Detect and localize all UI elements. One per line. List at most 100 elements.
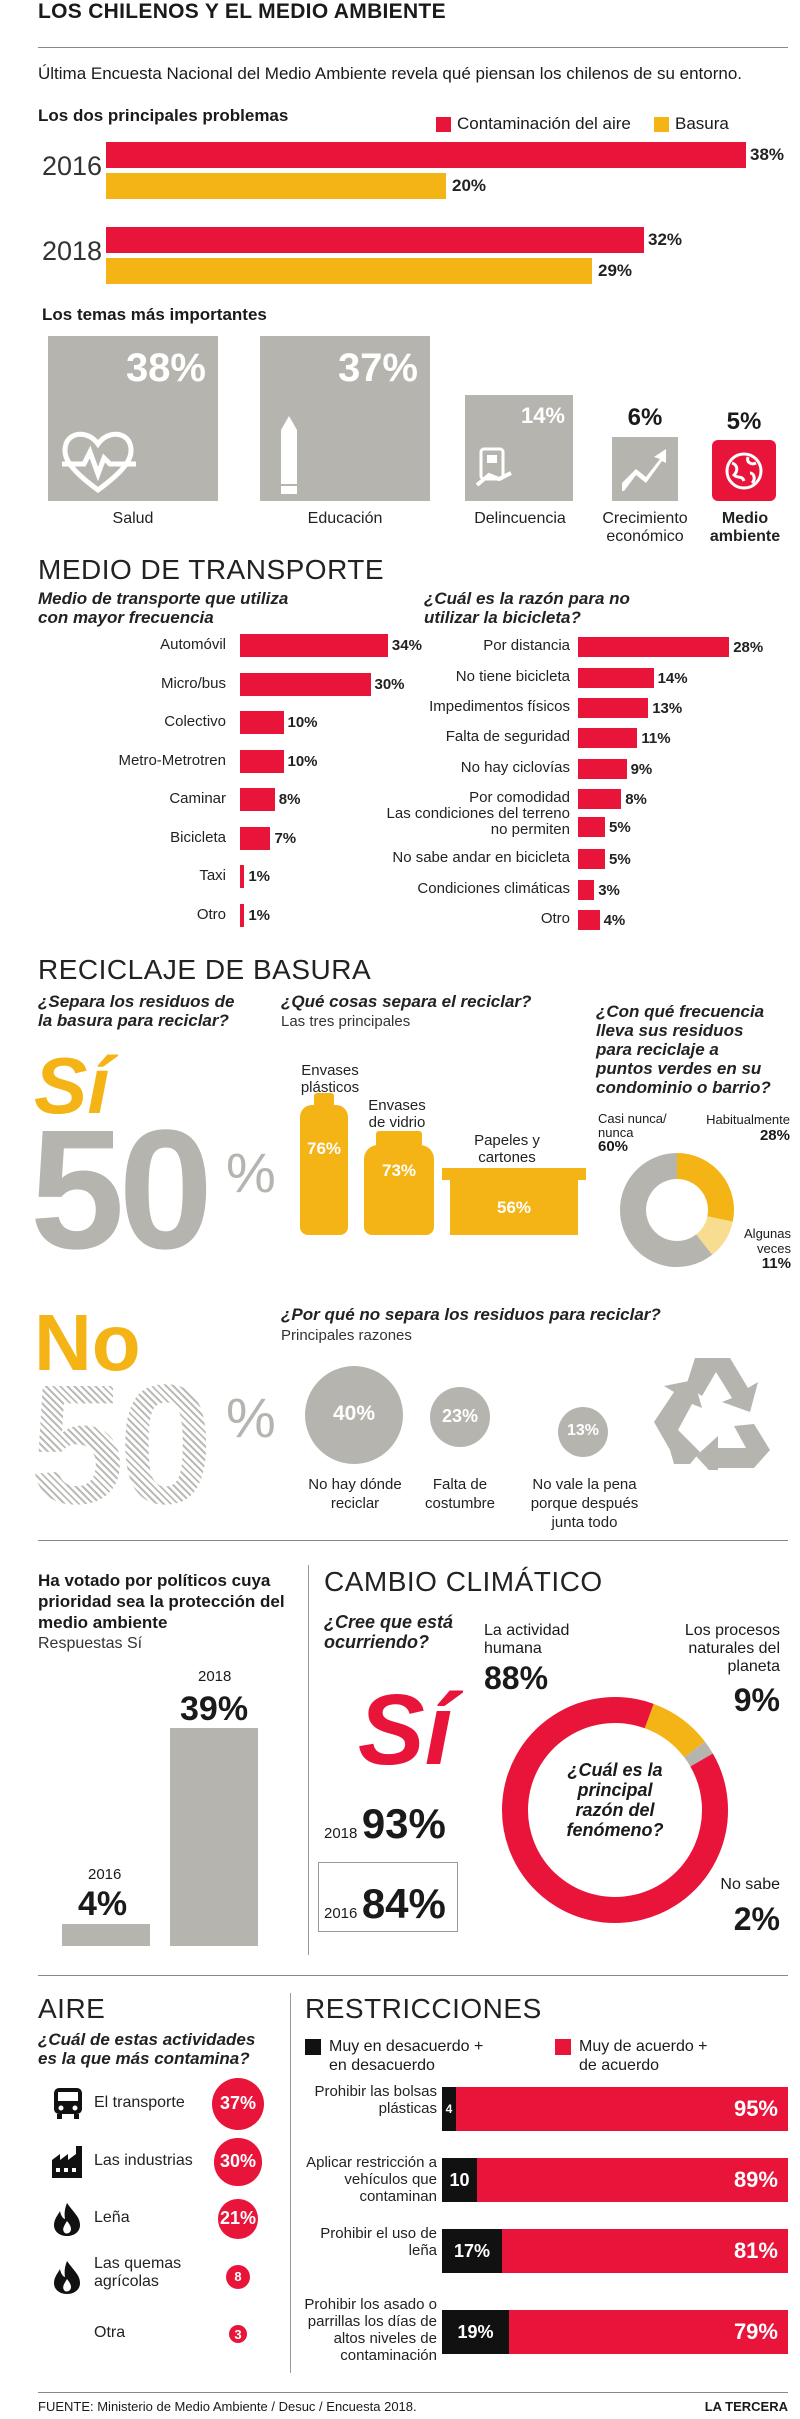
mode-label: Metro-Metrotren <box>118 751 226 769</box>
restr-label: Prohibir el uso de leña <box>320 2225 437 2259</box>
restr-disagree-value: 17% <box>453 2240 491 2261</box>
air-value: 30% <box>219 2151 256 2172</box>
why-label: No vale la pena porque después junta tod… <box>530 1476 639 1531</box>
climate-2018-value: 93% <box>361 1800 446 1847</box>
bar-trash-2018-value: 29% <box>598 261 633 280</box>
climate-yes: Sí <box>358 1674 453 1786</box>
air-question: ¿Cuál de estas actividades es la que más… <box>38 2030 256 2068</box>
fire-icon <box>50 2259 86 2295</box>
donut-segment <box>644 1703 705 1758</box>
divider <box>38 47 788 48</box>
reason-label: No tiene bicicleta <box>455 668 570 685</box>
mode-value: 8% <box>278 791 301 808</box>
air-circle: 30% <box>214 2138 262 2186</box>
mode-label: Automóvil <box>160 636 226 653</box>
mode-value: 10% <box>287 752 318 770</box>
freq-label: Casi nunca/ nunca 60% <box>598 1111 678 1155</box>
topic-label: Salud <box>112 510 154 527</box>
vote-year: 2016 <box>88 1866 122 1883</box>
topics-title: Los temas más importantes <box>42 305 267 324</box>
reason-label: Falta de seguridad <box>445 728 570 745</box>
restr-bar-disagree: 17% <box>442 2229 503 2273</box>
problems-title: Los dos principales problemas <box>38 106 289 125</box>
year: 2016 <box>324 1905 358 1922</box>
transport-question-1: Medio de transporte que utiliza con mayo… <box>38 589 289 627</box>
air-label: Las quemas agrícolas <box>94 2255 182 2290</box>
plastic-bottle-icon: 76% <box>300 1093 348 1235</box>
reason-label: Impedimentos físicos <box>429 698 570 715</box>
why-label: No hay dónde reciclar <box>308 1476 402 1512</box>
legend-disagree-label: Muy en desacuerdo + en desacuerdo <box>329 2038 484 2074</box>
cause-label: No sabe 2% <box>700 1876 780 1944</box>
topic-label: Delincuencia <box>474 510 566 527</box>
reason-value: 5% <box>609 819 631 836</box>
legend-air: Contaminación del aire <box>436 114 631 134</box>
reason-value: 14% <box>657 670 688 687</box>
mode-label: Caminar <box>169 790 226 807</box>
restr-bar-agree: 79% <box>509 2310 788 2354</box>
restr-disagree-value: 10 <box>449 2169 470 2190</box>
topic-pct: 38% <box>125 346 206 390</box>
divider <box>38 2392 788 2393</box>
globe-icon <box>725 452 763 490</box>
climate-2016: 2016 84% <box>324 1880 446 1928</box>
transport-title: MEDIO DE TRANSPORTE <box>38 554 385 585</box>
mode-bar <box>240 711 284 734</box>
restr-label: Prohibir las bolsas plásticas <box>314 2083 437 2117</box>
mode-value: 7% <box>274 829 297 847</box>
freq-label: Algunas veces 11% <box>715 1226 791 1271</box>
climate-2018: 2018 93% <box>324 1800 446 1848</box>
climate-cause-donut <box>502 1697 728 1923</box>
item-label: Envases plásticos <box>300 1062 360 1096</box>
freq-label-text: Casi nunca/ nunca <box>598 1111 667 1140</box>
topic-pct: 14% <box>520 403 565 428</box>
page-title: LOS CHILENOS Y EL MEDIO AMBIENTE <box>38 0 446 23</box>
restr-label: Prohibir los asado o parrillas los días … <box>304 2296 437 2364</box>
restr-bar-disagree: 19% <box>442 2310 510 2354</box>
recycle-title: RECICLAJE DE BASURA <box>38 954 372 985</box>
item-label: Papeles y cartones <box>474 1132 540 1166</box>
topic-label: Medio ambiente <box>709 510 781 545</box>
year: 2018 <box>324 1825 358 1842</box>
restr-agree-value: 89% <box>733 2167 778 2192</box>
freq-label-text: Habitualmente <box>706 1112 790 1127</box>
reason-value: 11% <box>641 730 671 747</box>
air-label: Otra <box>94 2324 126 2341</box>
why-pct: 13% <box>566 1422 600 1439</box>
reason-value: 4% <box>603 912 626 929</box>
restr-agree-value: 79% <box>733 2319 778 2344</box>
air-circle: 8 <box>225 2264 251 2290</box>
mode-label: Colectivo <box>164 713 226 730</box>
mode-value: 10% <box>287 714 318 731</box>
why-pct: 40% <box>332 1402 376 1425</box>
reason-label: Condiciones climáticas <box>417 880 570 897</box>
donut-segment <box>684 1741 713 1767</box>
topic-label: Crecimiento económico <box>602 510 688 545</box>
bar-air-2018 <box>106 227 644 253</box>
legend-disagree: Muy en desacuerdo + en desacuerdo <box>305 2037 499 2075</box>
item-label: Envases de vidrio <box>368 1097 426 1131</box>
reason-value: 9% <box>630 761 653 778</box>
recycle-question-4-sub: Principales razones <box>281 1327 412 1344</box>
restr-bar-disagree: 10 <box>442 2158 477 2202</box>
cause-label-text: No sabe <box>720 1876 780 1893</box>
mode-bar <box>240 788 275 811</box>
bus-icon <box>50 2086 86 2122</box>
reason-bar <box>578 880 595 900</box>
topic-card-medio-ambiente <box>712 440 776 501</box>
item-pct: 76% <box>306 1139 342 1158</box>
recycle-no-pct: 50 <box>30 1350 213 1540</box>
reason-value: 3% <box>598 882 620 899</box>
reason-bar <box>578 759 627 779</box>
restr-bar-agree: 81% <box>502 2229 788 2273</box>
why-circle: 13% <box>558 1407 608 1457</box>
mode-label: Bicicleta <box>170 828 226 846</box>
reason-label: No sabe andar en bicicleta <box>392 849 570 866</box>
divider <box>290 1993 291 2373</box>
topic-card-educacion: 37% <box>260 336 430 501</box>
mode-label: Taxi <box>199 867 226 884</box>
air-value: 37% <box>219 2093 256 2114</box>
brand-logo: LA TERCERA <box>704 2399 788 2414</box>
mode-label: Micro/bus <box>160 674 226 692</box>
restr-bar-agree: 89% <box>476 2158 788 2202</box>
